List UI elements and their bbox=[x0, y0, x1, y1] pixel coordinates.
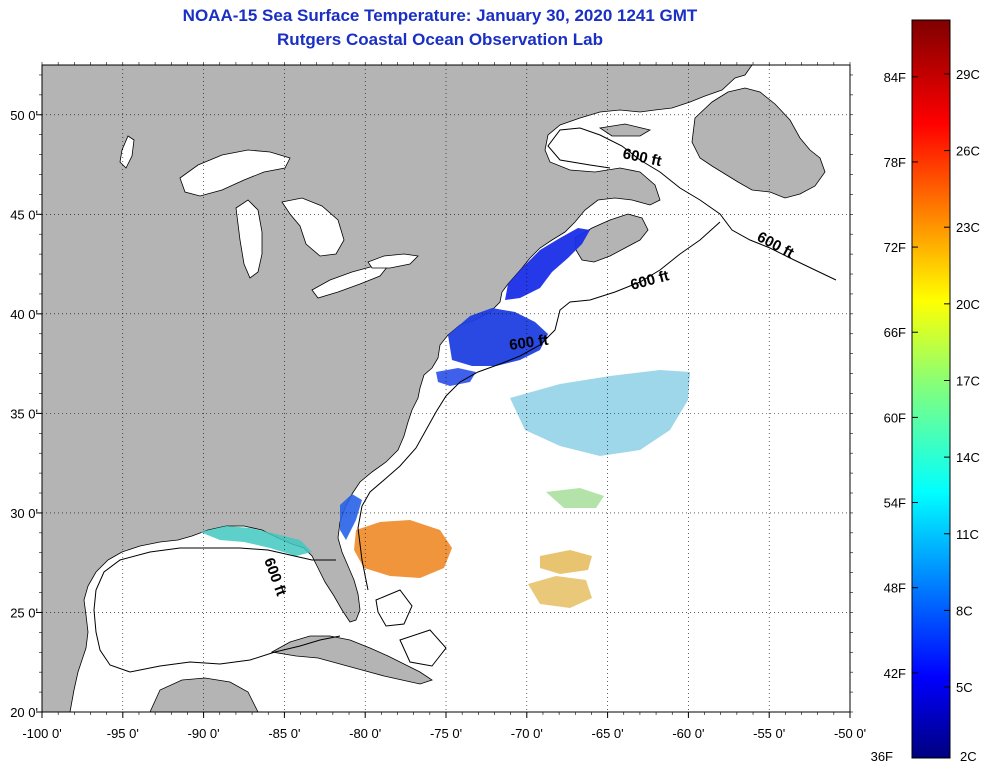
lat-tick-label: 30 0' bbox=[10, 506, 38, 521]
colorbar-f-label: 60F bbox=[884, 410, 906, 425]
colorbar-c-label: 17C bbox=[956, 373, 980, 388]
map-subtitle: Rutgers Coastal Ocean Observation Lab bbox=[277, 30, 603, 49]
map-title: NOAA-15 Sea Surface Temperature: January… bbox=[182, 6, 698, 25]
colorbar-f-label: 72F bbox=[884, 240, 906, 255]
sst-sargasso-patch-3 bbox=[546, 488, 604, 508]
lat-tick-label: 50 0' bbox=[10, 108, 38, 123]
lon-tick-label: -65 0' bbox=[592, 726, 624, 741]
lon-tick-label: -85 0' bbox=[268, 726, 300, 741]
colorbar-f-label: 78F bbox=[884, 155, 906, 170]
colorbar-c-label: 29C bbox=[956, 67, 980, 82]
sst-gulf-of-maine bbox=[505, 228, 590, 300]
lake-erie bbox=[311, 265, 389, 299]
sst-blake-plateau bbox=[354, 520, 452, 578]
lat-tick-label: 35 0' bbox=[10, 406, 38, 421]
lon-tick-label: -50 0' bbox=[834, 726, 866, 741]
colorbar-f-label: 84F bbox=[884, 70, 906, 85]
land-nova-scotia bbox=[574, 213, 649, 263]
colorbar-f-label: 42F bbox=[884, 666, 906, 681]
colorbar-f-label: 48F bbox=[884, 581, 906, 596]
colorbar-c-label: 23C bbox=[956, 220, 980, 235]
colorbar-celsius-scale: 5C 8C 11C 14C 17C 20C 23C 26C 29C bbox=[944, 67, 980, 695]
colorbar-f-label: 54F bbox=[884, 496, 906, 511]
sst-gulf-stream-north bbox=[510, 370, 690, 456]
colorbar-c-label: 5C bbox=[956, 680, 973, 695]
colorbar-c-label: 11C bbox=[956, 527, 979, 542]
colorbar-f-label: 66F bbox=[884, 325, 906, 340]
colorbar-min-f: 36F bbox=[871, 749, 893, 764]
lake-superior bbox=[179, 149, 291, 197]
sst-florida-east bbox=[340, 494, 362, 540]
sst-data-layer bbox=[200, 228, 690, 608]
lon-tick-label: -95 0' bbox=[107, 726, 139, 741]
latitude-axis: 20 0' 25 0' 30 0' 35 0' 40 0' 45 0' 50 0' bbox=[10, 74, 853, 720]
colorbar-c-label: 8C bbox=[956, 603, 973, 618]
colorbar bbox=[911, 19, 951, 759]
lake-huron bbox=[281, 197, 345, 257]
lake-michigan bbox=[235, 199, 263, 279]
lat-tick-label: 45 0' bbox=[10, 207, 38, 222]
isobath-label-georges-bank: 600 ft bbox=[508, 332, 549, 354]
sst-sargasso-patch-1 bbox=[540, 550, 592, 574]
lon-tick-label: -55 0' bbox=[753, 726, 785, 741]
lon-tick-label: -60 0' bbox=[672, 726, 704, 741]
lon-tick-label: -70 0' bbox=[511, 726, 543, 741]
sst-southern-new-england bbox=[448, 308, 548, 366]
lon-tick-label: -90 0' bbox=[188, 726, 220, 741]
lon-tick-label: -75 0' bbox=[430, 726, 462, 741]
lon-tick-label: -80 0' bbox=[349, 726, 381, 741]
sst-gulf-coast bbox=[200, 526, 312, 556]
sst-sargasso-patch-2 bbox=[528, 576, 592, 608]
colorbar-min-c: 2C bbox=[960, 749, 977, 764]
longitude-axis: -100 0' -95 0' -90 0' -85 0' -80 0' -75 0' -70… bbox=[22, 62, 866, 741]
colorbar-c-label: 14C bbox=[956, 450, 980, 465]
land-newfoundland bbox=[691, 87, 826, 199]
isobath-600ft bbox=[93, 127, 837, 673]
colorbar-c-label: 20C bbox=[956, 297, 980, 312]
land-cuba bbox=[270, 635, 433, 685]
land-north-america bbox=[42, 65, 753, 712]
lake-winnipeg bbox=[119, 135, 135, 169]
lat-tick-label: 25 0' bbox=[10, 605, 38, 620]
land-yucatan bbox=[149, 677, 259, 712]
land-anticosti bbox=[598, 123, 652, 137]
lake-ontario bbox=[367, 253, 419, 269]
colorbar-c-label: 26C bbox=[956, 144, 980, 159]
lat-tick-label: 20 0' bbox=[10, 705, 38, 720]
land-layer bbox=[42, 65, 826, 712]
colorbar-fahrenheit-scale: 42F 48F 54F 60F 66F 72F 78F 84F bbox=[884, 70, 918, 681]
lon-tick-label: -100 0' bbox=[22, 726, 61, 741]
lat-tick-label: 40 0' bbox=[10, 307, 38, 322]
